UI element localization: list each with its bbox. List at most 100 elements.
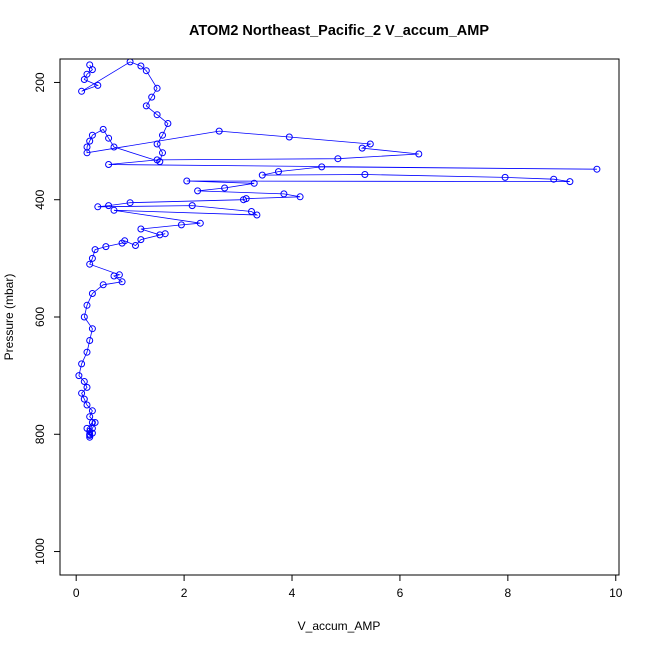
- data-point: [280, 190, 288, 198]
- data-point: [83, 70, 91, 78]
- data-point: [99, 281, 107, 289]
- data-point: [80, 378, 88, 385]
- data-point: [99, 125, 107, 133]
- y-tick-label: 800: [33, 424, 47, 444]
- x-tick-label: 2: [181, 586, 188, 600]
- data-point: [221, 184, 229, 192]
- data-point: [83, 424, 91, 432]
- data-point: [88, 131, 96, 139]
- data-point: [91, 419, 99, 426]
- data-point: [159, 131, 166, 139]
- data-point: [188, 202, 196, 210]
- data-point: [153, 140, 161, 148]
- data-point: [105, 202, 113, 210]
- data-point: [83, 301, 91, 309]
- data-point: [161, 230, 169, 238]
- data-point: [183, 177, 191, 185]
- y-axis-label: Pressure (mbar): [2, 274, 16, 361]
- data-point: [118, 278, 126, 286]
- data-point: [358, 144, 366, 152]
- data-point: [83, 348, 91, 356]
- data-point: [88, 290, 96, 297]
- data-point: [550, 175, 558, 183]
- y-tick-label: 400: [33, 189, 47, 209]
- data-point: [86, 433, 94, 441]
- data-point: [501, 173, 509, 181]
- x-tick-label: 10: [609, 586, 623, 600]
- data-point: [153, 111, 161, 119]
- data-point: [240, 196, 247, 204]
- data-point: [86, 260, 94, 268]
- data-point: [102, 243, 110, 251]
- data-point: [137, 62, 145, 70]
- data-point: [78, 389, 86, 397]
- plot-frame: [59, 58, 620, 576]
- data-point: [366, 140, 374, 148]
- data-point: [148, 93, 156, 101]
- data-point: [105, 134, 113, 142]
- data-point: [75, 372, 83, 380]
- data-point: [142, 67, 150, 75]
- data-point: [80, 76, 88, 83]
- data-point: [83, 401, 91, 409]
- data-point: [215, 127, 223, 135]
- data-point: [78, 360, 86, 368]
- data-point: [86, 137, 94, 145]
- data-point: [132, 242, 139, 249]
- x-tick-label: 0: [73, 586, 80, 600]
- data-point: [137, 225, 145, 233]
- plot-area: [75, 58, 601, 441]
- data-point: [196, 219, 204, 227]
- data-point: [105, 161, 113, 168]
- data-point: [118, 239, 126, 247]
- data-point: [253, 211, 261, 219]
- data-point: [88, 254, 96, 262]
- data-point: [137, 236, 145, 244]
- data-point: [153, 156, 161, 164]
- data-point: [177, 221, 185, 229]
- data-point: [78, 87, 86, 95]
- data-point: [285, 133, 293, 141]
- data-point: [110, 272, 118, 280]
- x-axis: 0 2 4 6 8 10: [73, 574, 623, 600]
- data-point: [80, 395, 88, 403]
- data-point: [566, 178, 574, 186]
- data-point: [86, 337, 94, 344]
- data-point: [88, 407, 96, 415]
- data-point: [88, 325, 96, 333]
- data-point: [153, 84, 161, 92]
- data-point: [248, 208, 255, 215]
- data-point: [94, 203, 102, 211]
- y-tick-label: 600: [33, 307, 47, 327]
- data-point: [318, 163, 326, 171]
- x-tick-label: 8: [505, 586, 512, 600]
- data-point: [110, 143, 118, 151]
- x-tick-label: 6: [397, 586, 404, 600]
- data-point: [296, 193, 304, 201]
- data-point: [80, 313, 88, 321]
- data-point: [88, 66, 96, 74]
- data-point: [94, 81, 102, 89]
- x-tick-label: 4: [289, 586, 296, 600]
- data-point: [91, 246, 99, 254]
- y-tick-label: 1000: [33, 538, 47, 565]
- data-point: [164, 120, 172, 127]
- data-point: [126, 199, 134, 207]
- data-point: [83, 383, 91, 391]
- data-point: [250, 179, 258, 187]
- data-point: [194, 187, 202, 195]
- series-line: [78, 61, 597, 438]
- data-point: [83, 149, 91, 157]
- data-point: [593, 165, 601, 173]
- data-point: [86, 413, 94, 421]
- chart-title: ATOM2 Northeast_Pacific_2 V_accum_AMP: [189, 23, 489, 39]
- x-axis-label: V_accum_AMP: [298, 619, 381, 633]
- data-point: [110, 206, 118, 214]
- data-point: [415, 150, 423, 158]
- data-point: [334, 155, 342, 163]
- data-point: [275, 168, 282, 176]
- data-point: [258, 171, 266, 179]
- data-point: [361, 171, 369, 178]
- y-tick-label: 200: [33, 72, 47, 92]
